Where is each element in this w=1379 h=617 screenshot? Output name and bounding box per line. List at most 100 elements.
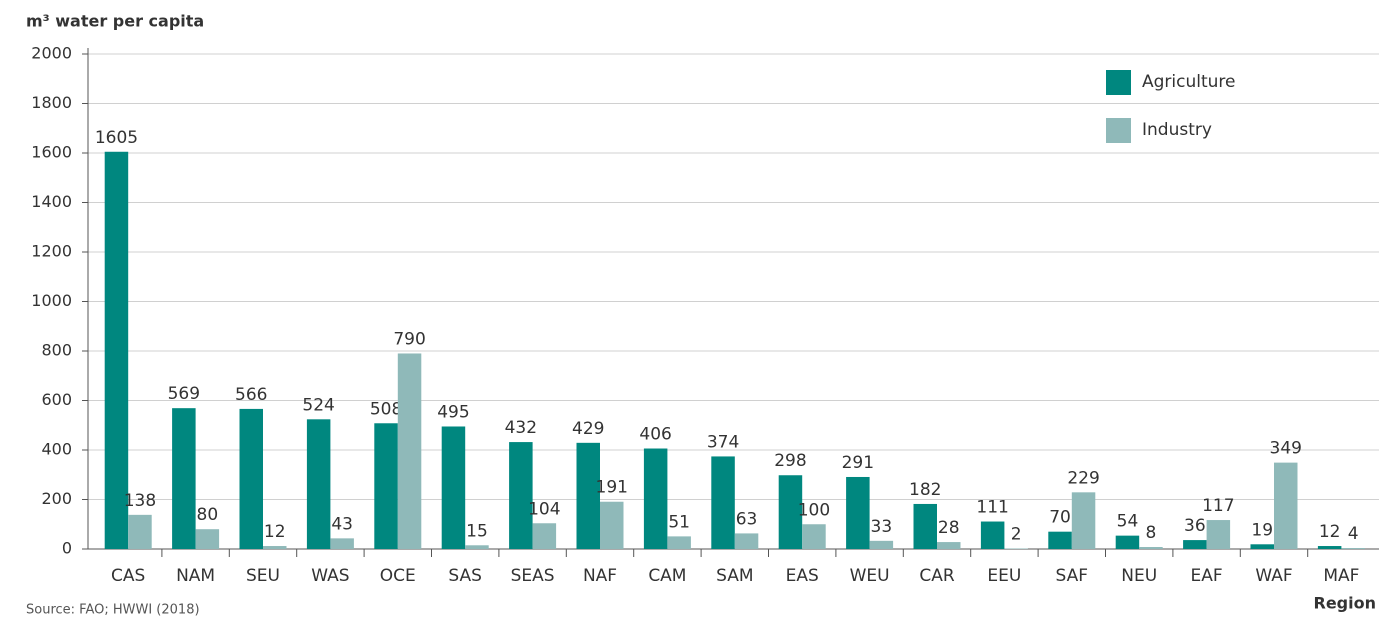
source: Source: FAO; HWWI (2018) xyxy=(26,603,200,617)
x-tick-label: NAF xyxy=(583,566,617,586)
bar xyxy=(1274,462,1298,549)
data-label: 191 xyxy=(596,478,628,498)
bar xyxy=(643,448,668,549)
y-tick-label: 2000 xyxy=(31,44,72,63)
bar xyxy=(1183,540,1207,549)
x-tick-label: SAF xyxy=(1056,566,1089,586)
bar xyxy=(263,546,287,549)
legend-label: Agriculture xyxy=(1142,72,1236,92)
bar xyxy=(397,353,422,549)
bar xyxy=(778,475,803,549)
bar xyxy=(1071,492,1096,549)
bar xyxy=(1048,531,1072,549)
x-tick-label: CAS xyxy=(111,566,145,586)
x-tick-label: WAS xyxy=(311,566,349,586)
y-axis-title: m³ water per capita xyxy=(26,12,204,31)
data-label: 790 xyxy=(393,329,425,349)
y-tick-label: 1600 xyxy=(31,143,72,162)
x-tick-label: WEU xyxy=(850,566,890,586)
bar xyxy=(195,529,220,549)
data-label: 100 xyxy=(798,500,830,520)
data-label: 508 xyxy=(370,399,402,419)
bar xyxy=(172,408,196,549)
data-label: 524 xyxy=(302,395,334,415)
x-tick-label: WAF xyxy=(1255,566,1292,586)
bar xyxy=(239,408,263,549)
data-label: 8 xyxy=(1146,523,1157,543)
bar xyxy=(306,419,331,549)
bar xyxy=(734,533,759,549)
data-label: 4 xyxy=(1348,524,1359,544)
data-label: 33 xyxy=(871,517,893,537)
bar xyxy=(509,442,533,549)
bar xyxy=(980,521,1005,549)
y-tick-label: 1200 xyxy=(31,242,72,261)
x-tick-label: SEAS xyxy=(511,566,555,586)
x-tick-label: EEU xyxy=(987,566,1021,586)
x-tick-label: SEU xyxy=(246,566,280,586)
x-tick-label: NEU xyxy=(1121,566,1157,586)
data-label: 15 xyxy=(466,521,488,541)
bar xyxy=(1115,535,1140,549)
bar xyxy=(600,501,624,549)
data-label: 104 xyxy=(528,499,560,519)
bar xyxy=(1317,546,1342,549)
x-tick-label: SAS xyxy=(448,566,482,586)
bar xyxy=(374,423,398,549)
data-label: 374 xyxy=(707,432,739,452)
x-tick-label: SAM xyxy=(716,566,753,586)
bar xyxy=(441,426,466,549)
x-tick-label: CAM xyxy=(648,566,686,586)
data-label: 117 xyxy=(1202,496,1234,516)
data-label: 70 xyxy=(1049,508,1071,528)
data-label: 51 xyxy=(668,512,690,532)
data-label: 12 xyxy=(1319,522,1341,542)
data-label: 80 xyxy=(197,505,219,525)
y-tick-label: 1000 xyxy=(31,291,72,310)
bar xyxy=(913,503,937,549)
bar xyxy=(802,524,826,549)
data-label: 36 xyxy=(1184,516,1206,536)
y-tick-label: 800 xyxy=(41,341,72,360)
x-tick-label: OCE xyxy=(380,566,416,586)
x-tick-label: CAR xyxy=(919,566,954,586)
y-tick-label: 0 xyxy=(62,539,72,558)
data-label: 2 xyxy=(1011,525,1022,545)
y-tick-label: 1800 xyxy=(31,93,72,112)
bar xyxy=(330,538,354,549)
bar xyxy=(1341,548,1365,549)
legend-swatch xyxy=(1106,118,1131,143)
y-tick-label: 200 xyxy=(41,489,72,508)
data-label: 349 xyxy=(1270,439,1302,459)
bar xyxy=(128,514,152,549)
bar xyxy=(846,476,870,549)
bar xyxy=(711,456,735,549)
data-label: 298 xyxy=(774,451,806,471)
data-label: 12 xyxy=(264,522,286,542)
data-label: 182 xyxy=(909,480,941,500)
bar xyxy=(532,523,557,549)
bar xyxy=(869,540,894,549)
bar xyxy=(576,442,600,549)
data-label: 111 xyxy=(976,498,1008,518)
data-label: 569 xyxy=(168,384,200,404)
x-tick-label: MAF xyxy=(1323,566,1359,586)
y-tick-label: 400 xyxy=(41,440,72,459)
data-label: 566 xyxy=(235,385,267,405)
data-label: 229 xyxy=(1067,468,1099,488)
bar xyxy=(104,151,129,549)
bar xyxy=(1250,544,1274,549)
data-label: 28 xyxy=(938,518,960,538)
bar xyxy=(1206,520,1231,549)
bar xyxy=(937,542,961,549)
bar xyxy=(667,536,691,549)
x-tick-label: EAF xyxy=(1191,566,1223,586)
x-tick-label: NAM xyxy=(176,566,215,586)
bar xyxy=(465,545,489,549)
y-tick-label: 1400 xyxy=(31,192,72,211)
data-label: 138 xyxy=(124,491,156,511)
legend-label: Industry xyxy=(1142,120,1212,140)
data-label: 54 xyxy=(1117,512,1139,532)
data-label: 19 xyxy=(1251,520,1273,540)
data-label: 495 xyxy=(437,402,469,422)
